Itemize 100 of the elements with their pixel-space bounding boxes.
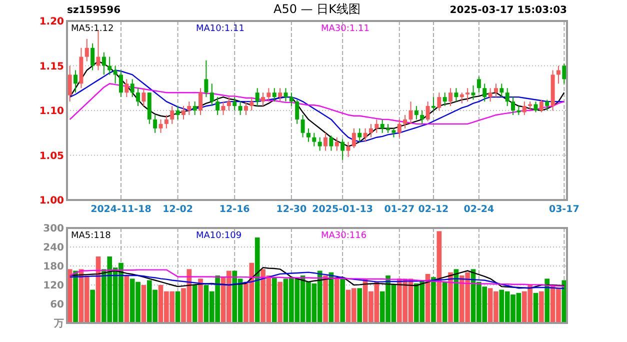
candlestick (198, 88, 203, 116)
candlestick (545, 99, 550, 111)
candlestick (437, 92, 442, 111)
candlestick (397, 118, 402, 138)
candlestick (488, 88, 492, 102)
bar (340, 277, 345, 323)
candlestick (482, 83, 487, 102)
candlestick (312, 132, 316, 147)
candlestick (306, 128, 310, 142)
candlestick (244, 101, 248, 116)
candlestick (460, 92, 464, 104)
x-tick: 03-17 (548, 204, 580, 215)
candlestick (300, 114, 305, 138)
candlestick (368, 123, 373, 138)
candlestick (340, 138, 345, 160)
candlestick (192, 101, 197, 116)
candlestick (511, 96, 516, 116)
bar (323, 276, 328, 323)
y-tick-label: 240 (43, 242, 64, 254)
bar (544, 278, 550, 323)
bar (533, 292, 538, 323)
x-tick: 2024-11-18 (90, 204, 152, 215)
candlestick (522, 101, 526, 116)
bar (124, 276, 130, 323)
candlestick (74, 70, 78, 94)
candlestick (187, 101, 192, 116)
bar (175, 291, 180, 323)
candlestick (176, 106, 180, 120)
candlestick (136, 88, 140, 107)
candlestick (505, 88, 510, 107)
bar (431, 277, 436, 323)
text: MA30:1.11 (321, 24, 370, 34)
y-tick-label: 1.15 (39, 61, 64, 72)
y-tick-label: 120 (43, 280, 64, 292)
candlestick (352, 128, 356, 149)
text: MA5:118 (71, 231, 112, 241)
candlestick (358, 128, 362, 142)
candlestick (431, 96, 436, 111)
y-tick-label: 万 (53, 318, 64, 330)
bar (272, 277, 277, 323)
candlestick (118, 70, 123, 98)
x-tick: 01-27 (384, 204, 415, 215)
candlestick (232, 96, 237, 111)
candlestick (90, 42, 95, 71)
candlestick (476, 76, 481, 94)
chart-title: A50 — 日K线图 (274, 2, 360, 16)
y-tick-label: 1.10 (39, 106, 64, 117)
candlestick (238, 101, 242, 116)
candlestick (289, 92, 294, 107)
y-tick-label: 1.20 (39, 16, 64, 28)
bar (73, 270, 78, 323)
candlestick (539, 99, 544, 113)
bar (192, 285, 198, 323)
candlestick (295, 99, 300, 124)
candlestick (130, 78, 134, 98)
text: 2025-03-17 15:03:03 (450, 5, 568, 16)
bar (448, 272, 453, 323)
candlestick (494, 83, 498, 98)
bar (357, 288, 362, 323)
candlestick (142, 88, 146, 107)
candlestick (562, 63, 566, 84)
bar (254, 238, 260, 323)
text: sz159596 (67, 5, 121, 16)
candlestick (84, 38, 89, 62)
candlestick (124, 78, 129, 98)
bar (141, 285, 146, 323)
y-tick-label: 60 (50, 300, 64, 310)
bar (442, 282, 448, 323)
candlestick (261, 92, 266, 107)
candlestick (68, 65, 72, 102)
candlestick (210, 83, 214, 107)
candlestick (266, 88, 271, 102)
bar (90, 290, 95, 323)
candlestick (204, 60, 208, 98)
y-tick-label: 300 (43, 224, 64, 234)
text: MA30:116 (321, 231, 367, 241)
candlestick (534, 101, 538, 113)
candlestick (113, 65, 118, 84)
candlestick (466, 88, 470, 102)
bar (539, 291, 544, 323)
candlestick (181, 106, 186, 120)
x-tick: 12-30 (276, 204, 307, 215)
y-tick-label: 1.00 (39, 196, 64, 206)
candlestick (324, 132, 328, 152)
candlestick (426, 101, 430, 122)
candlestick (363, 128, 368, 142)
candlestick (403, 114, 408, 129)
candlestick (226, 96, 231, 111)
candlestick (170, 106, 174, 124)
x-tick: 12-02 (162, 204, 193, 215)
candlestick (250, 96, 254, 111)
x-tick: 12-16 (219, 204, 250, 215)
x-tick: 02-12 (418, 204, 449, 215)
text: MA5:1.12 (71, 24, 114, 34)
candlestick (556, 65, 560, 84)
candlestick (374, 118, 379, 134)
x-tick: 02-24 (464, 204, 494, 215)
bar (334, 278, 340, 323)
candlestick (500, 83, 504, 98)
text: MA10:109 (196, 231, 242, 241)
